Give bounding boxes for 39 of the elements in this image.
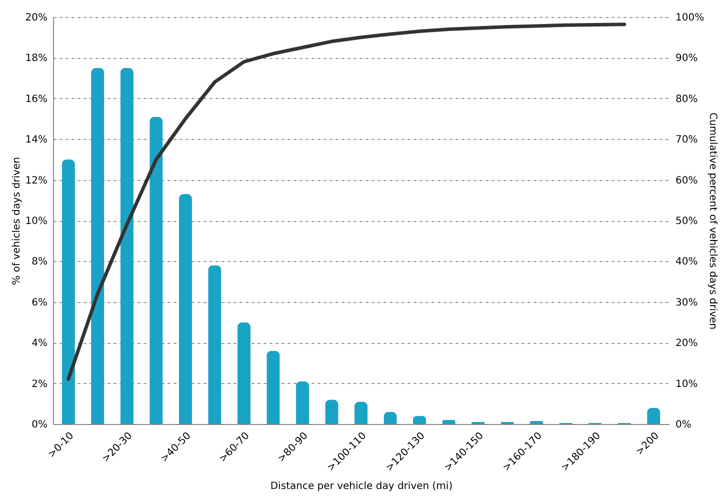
y2-tick-label: 20% [676, 338, 698, 350]
bar [325, 400, 338, 424]
bar [208, 265, 222, 424]
y2-tick-label: 0% [676, 420, 692, 430]
y2-tick-label: 40% [676, 256, 698, 268]
y2-tick-label: 70% [676, 134, 698, 146]
bar [91, 68, 104, 424]
line-series [66, 22, 626, 381]
y-tick-label: 14% [25, 134, 48, 146]
y2-tick-label: 100% [676, 12, 704, 24]
y-tick-label: 20% [25, 12, 48, 24]
y-tick-label: 6% [32, 297, 48, 308]
y2-tick-label: 80% [676, 94, 698, 105]
y-tick-label: 12% [25, 175, 48, 186]
y-tick-label: 18% [25, 53, 48, 64]
y-tick-label: 2% [32, 378, 48, 390]
y-tick-label: 4% [32, 338, 48, 350]
y2-axis-title: Cumulative percent of vehicles days driven [707, 112, 718, 330]
bar [237, 322, 251, 424]
y-tick-label: 0% [32, 420, 48, 430]
y2-tick-label: 30% [676, 297, 698, 308]
bar [178, 194, 192, 424]
bar [266, 350, 280, 424]
y2-tick-label: 60% [676, 175, 698, 186]
y-axis-title: % of vehicles days driven [11, 157, 22, 285]
y2-tick-label: 50% [676, 216, 698, 227]
bar [442, 420, 456, 424]
bar [120, 68, 134, 424]
bar [62, 159, 75, 424]
bar [296, 381, 310, 424]
bar [354, 402, 368, 424]
y2-tick-label: 90% [676, 53, 698, 64]
bar [530, 420, 544, 424]
y-tick-label: 8% [32, 256, 48, 268]
y-tick-label: 10% [25, 216, 48, 227]
x-axis-title: Distance per vehicle day driven (mi) [270, 481, 453, 492]
y2-tick-label: 10% [676, 378, 698, 390]
bar [150, 116, 163, 424]
y-tick-label: 16% [25, 94, 48, 105]
